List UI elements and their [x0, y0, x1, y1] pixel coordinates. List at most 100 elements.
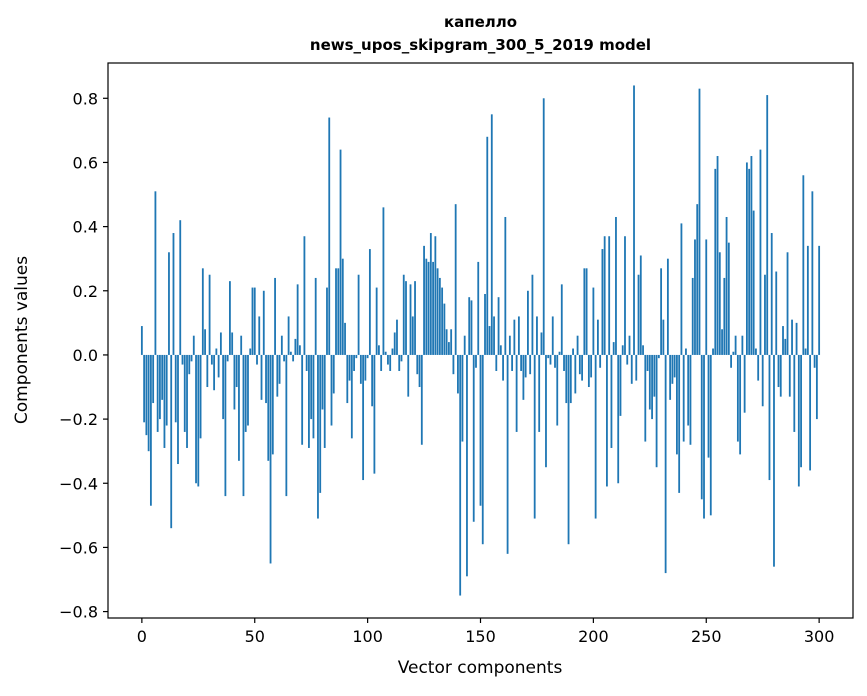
- bar: [441, 287, 444, 355]
- bar: [732, 351, 735, 355]
- bar: [181, 354, 184, 365]
- bar: [601, 249, 604, 355]
- bar: [583, 268, 586, 355]
- bar: [317, 354, 319, 519]
- bar: [335, 268, 337, 355]
- bar: [538, 354, 541, 432]
- bar: [748, 168, 751, 355]
- bar: [450, 329, 453, 355]
- y-tick-label: −0.2: [59, 410, 98, 429]
- bar: [305, 354, 308, 371]
- bar: [815, 354, 818, 420]
- bar: [764, 274, 766, 355]
- bar: [497, 297, 500, 355]
- bar: [479, 354, 482, 506]
- bar: [156, 354, 159, 432]
- bar: [341, 258, 344, 355]
- bar: [364, 354, 367, 381]
- bar: [389, 354, 392, 371]
- bar: [502, 354, 504, 381]
- bar: [472, 354, 475, 522]
- bar: [752, 210, 755, 355]
- bar: [655, 354, 658, 468]
- bar: [520, 354, 523, 371]
- bar: [624, 236, 626, 355]
- bar: [224, 354, 227, 497]
- bar: [411, 316, 414, 355]
- bar: [423, 245, 425, 355]
- bar: [380, 354, 383, 371]
- bar: [642, 345, 644, 355]
- bar: [459, 354, 462, 596]
- bar: [199, 354, 202, 439]
- bar: [755, 348, 757, 355]
- bar: [782, 326, 784, 355]
- bar: [409, 284, 412, 355]
- bar: [326, 287, 328, 355]
- bar: [536, 316, 538, 355]
- bar: [192, 335, 195, 355]
- x-tick-label: 50: [245, 627, 265, 646]
- bar: [267, 354, 270, 461]
- bar: [183, 354, 186, 432]
- bar: [712, 348, 714, 355]
- bar: [531, 274, 534, 355]
- bar: [734, 335, 737, 355]
- bar: [646, 354, 649, 371]
- bar: [490, 114, 493, 355]
- bar: [436, 268, 439, 355]
- bar: [172, 233, 175, 355]
- bar: [709, 354, 712, 516]
- bar: [235, 354, 238, 388]
- bar: [766, 95, 769, 355]
- bar: [368, 249, 371, 355]
- y-tick-label: 0.2: [73, 282, 98, 301]
- bar: [457, 354, 459, 394]
- bar: [328, 117, 331, 355]
- bar: [660, 268, 663, 355]
- bar: [662, 319, 665, 355]
- bar: [524, 354, 527, 378]
- bar: [337, 268, 340, 355]
- bar: [274, 277, 276, 355]
- bar: [177, 354, 179, 465]
- bar: [188, 354, 191, 375]
- bar: [517, 316, 520, 355]
- bar: [475, 354, 477, 368]
- bar: [240, 335, 243, 355]
- bar: [287, 316, 290, 355]
- bar: [551, 316, 554, 355]
- bar: [664, 354, 667, 574]
- bar: [143, 354, 146, 423]
- bar: [445, 329, 448, 355]
- bar: [558, 351, 561, 355]
- bar: [610, 354, 613, 448]
- bar: [298, 345, 301, 355]
- bar: [626, 354, 629, 365]
- bar: [256, 354, 258, 365]
- bar: [730, 354, 732, 368]
- bar: [565, 354, 568, 404]
- bar: [529, 354, 532, 375]
- bar: [587, 354, 590, 388]
- bar: [387, 354, 389, 365]
- bar: [542, 98, 545, 355]
- bar: [513, 319, 516, 355]
- bar: [420, 354, 423, 445]
- bar: [463, 335, 466, 355]
- bar: [615, 216, 617, 355]
- bar: [276, 354, 279, 397]
- bar: [348, 354, 351, 381]
- bar: [818, 245, 821, 355]
- bar: [416, 354, 419, 375]
- bar: [745, 162, 748, 355]
- bar: [545, 354, 547, 468]
- bar: [391, 348, 394, 355]
- bar: [554, 354, 556, 368]
- y-tick-label: −0.8: [59, 603, 98, 622]
- bar: [639, 255, 642, 355]
- bar: [140, 326, 143, 355]
- bar: [718, 252, 721, 355]
- bar: [414, 281, 416, 355]
- bar: [238, 354, 240, 461]
